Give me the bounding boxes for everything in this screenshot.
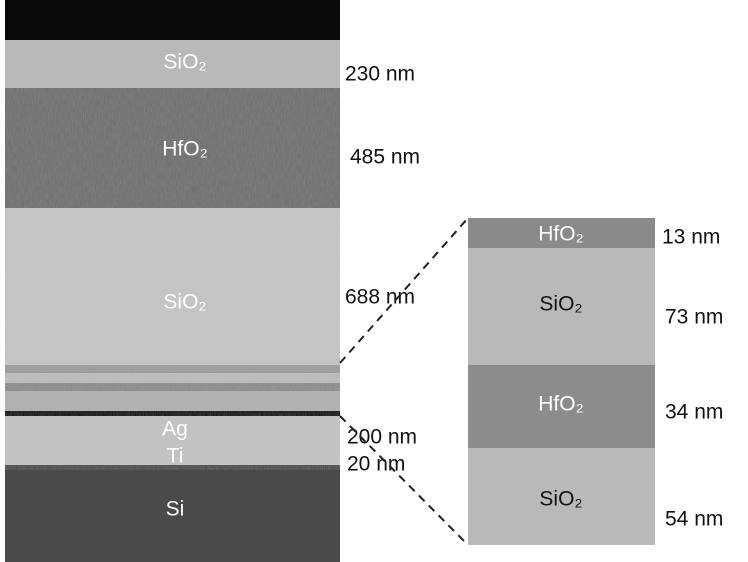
layer-label: Ti — [167, 445, 184, 468]
thickness-label: 20 nm — [347, 453, 405, 476]
layer-label: SiO₂ — [163, 291, 206, 314]
thickness-label: 34 nm — [665, 401, 723, 424]
thickness-label: 230 nm — [345, 63, 415, 86]
figure: SiO₂ 230 nm HfO₂ 485 nm SiO₂ 688 nm Ag 2… — [0, 0, 748, 562]
thickness-label: 13 nm — [662, 226, 720, 249]
layer-label: HfO₂ — [538, 393, 584, 416]
thickness-label: 485 nm — [350, 146, 420, 169]
layer-label: HfO₂ — [162, 138, 208, 161]
thickness-label: 73 nm — [665, 306, 723, 329]
layer-label: HfO₂ — [538, 223, 584, 246]
thickness-label: 54 nm — [665, 508, 723, 531]
thickness-label: 200 nm — [347, 426, 417, 449]
layer-label: SiO₂ — [539, 488, 582, 511]
layer-label: Si — [166, 498, 185, 521]
layer-label: SiO₂ — [163, 51, 206, 74]
sem-image — [5, 0, 340, 562]
layer-label: SiO₂ — [539, 293, 582, 316]
layer-label: Ag — [162, 418, 188, 441]
